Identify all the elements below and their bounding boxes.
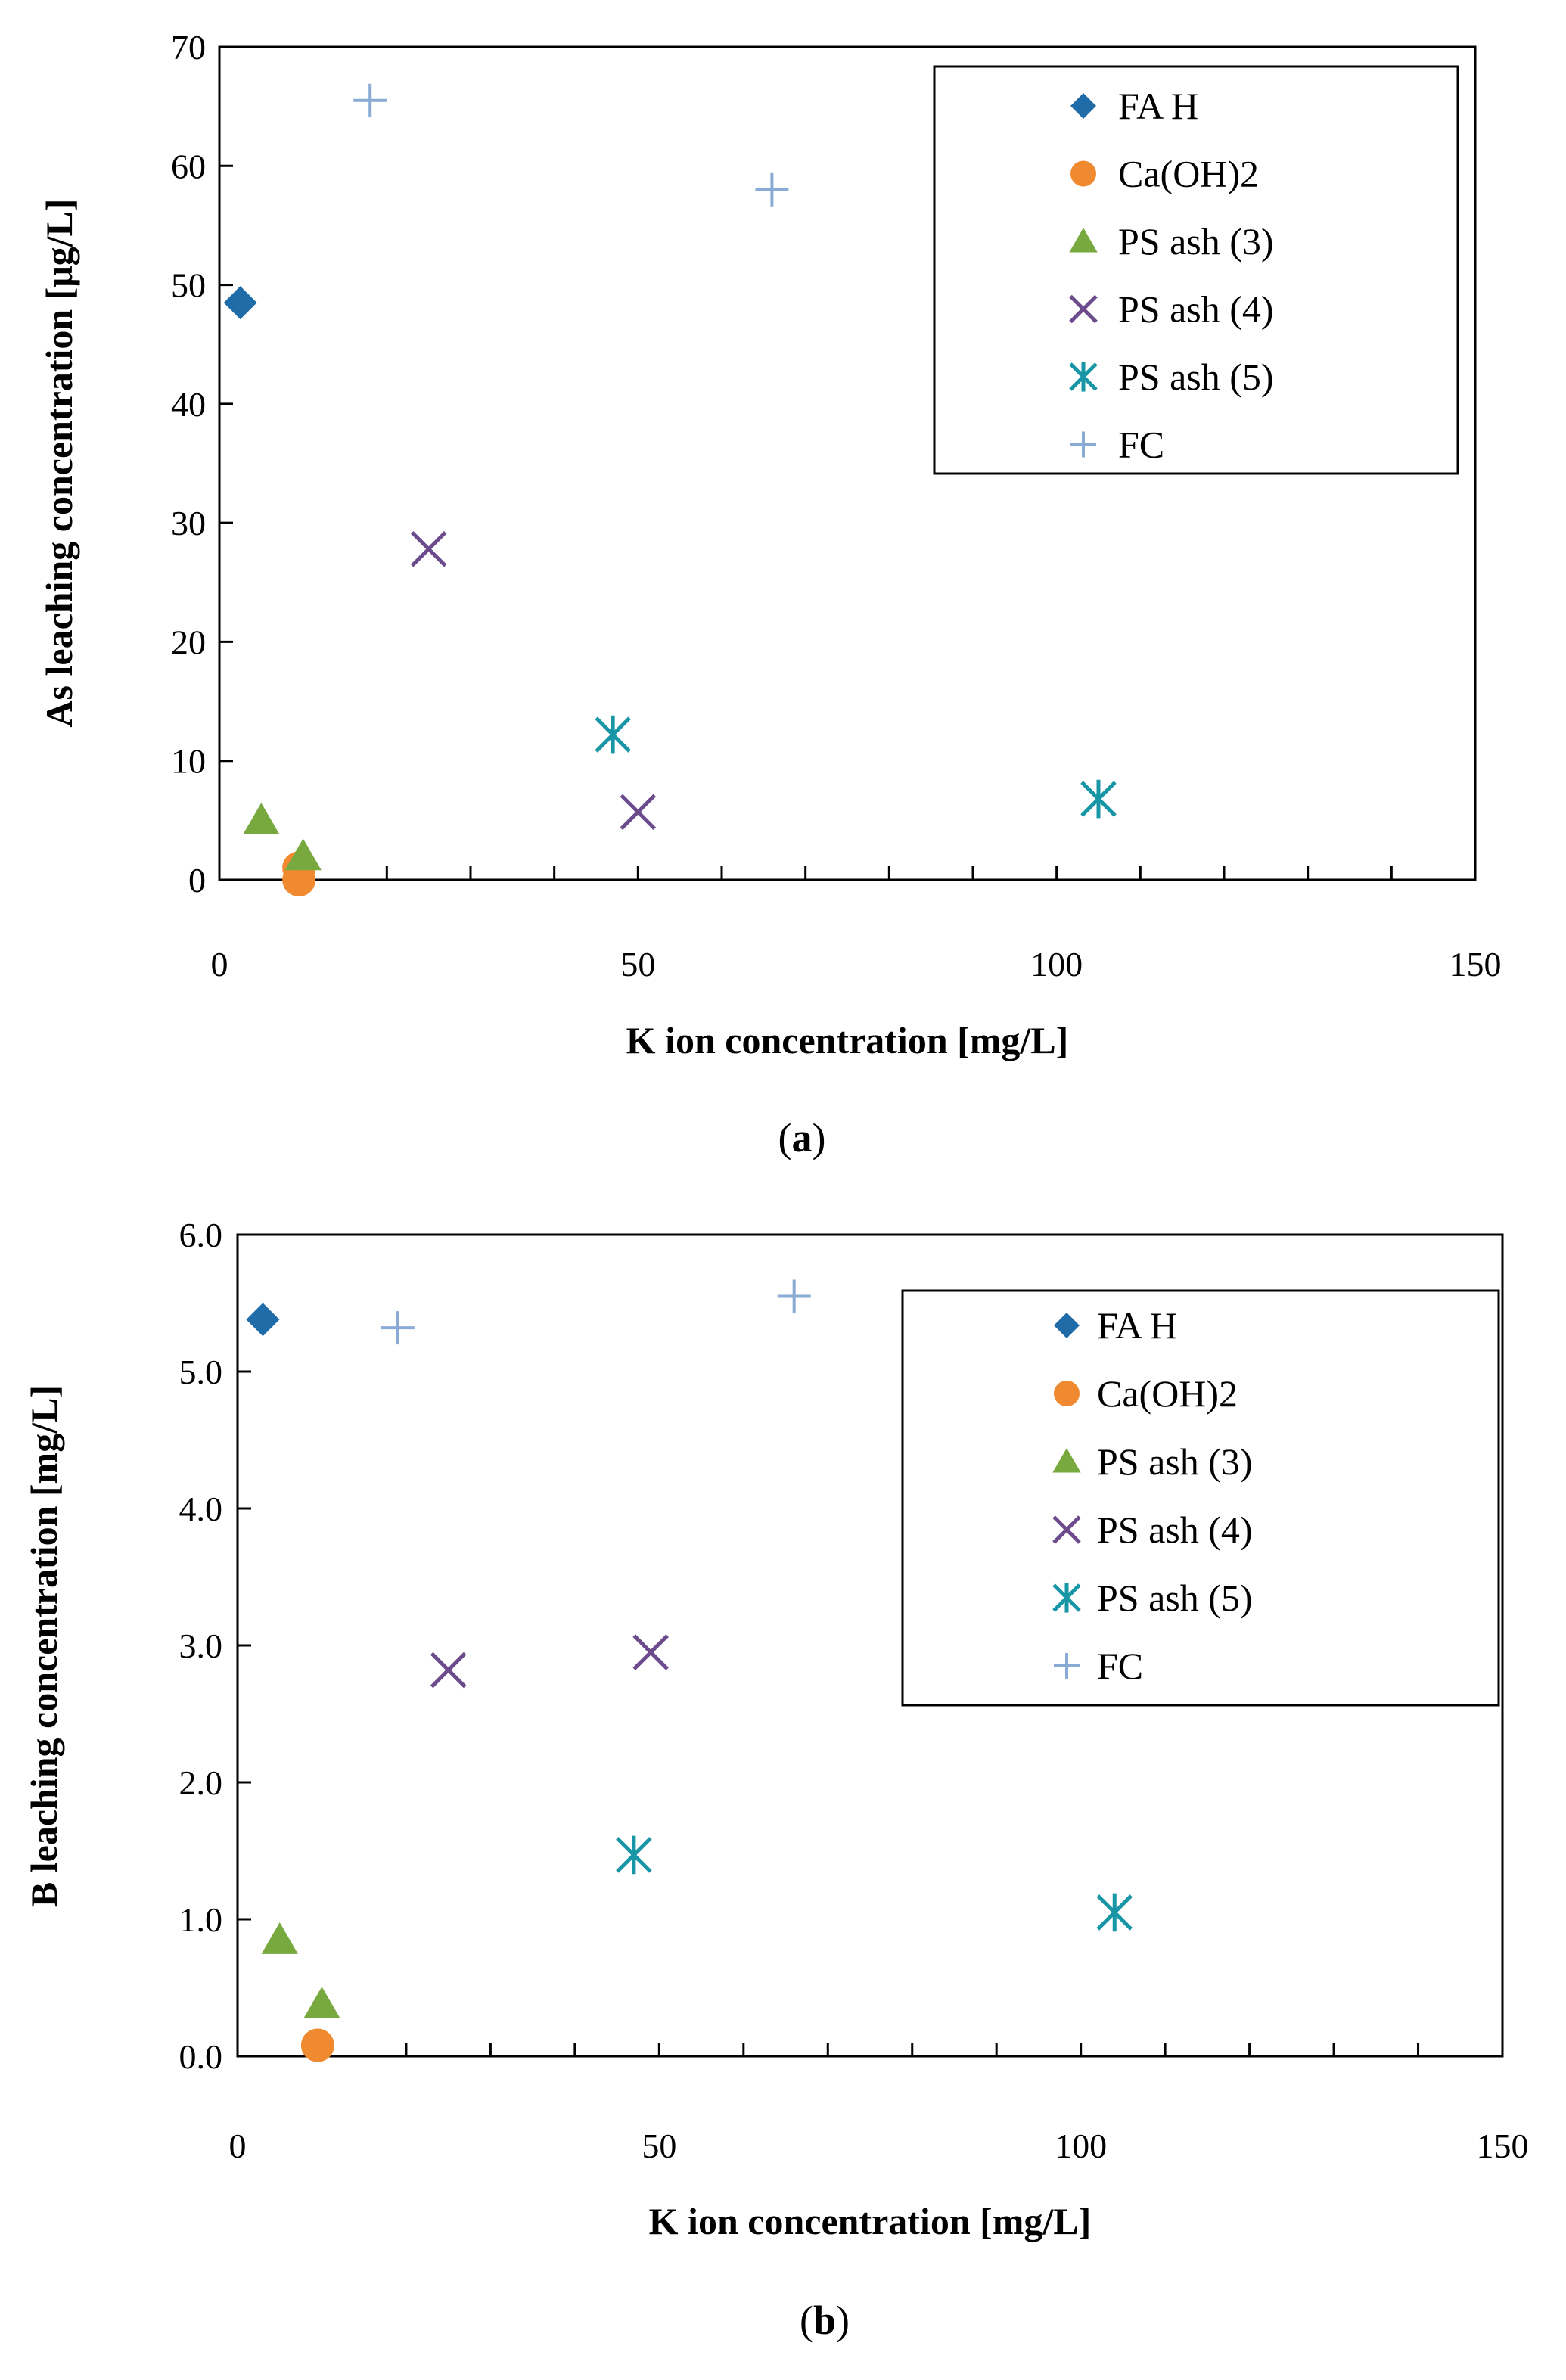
y-tick-label: 4.0: [179, 1490, 223, 1528]
data-point-x: [632, 1634, 669, 1670]
data-point-triangle: [261, 1922, 298, 1954]
legend-label: PS ash (5): [1118, 356, 1274, 398]
x-axis-title: K ion concentration [mg/L]: [649, 2200, 1092, 2242]
y-axis-title: B leaching concentration [mg/L]: [23, 1385, 65, 1907]
data-point-asterisk: [595, 715, 631, 754]
x-tick-label: 0: [211, 945, 228, 983]
legend-marker: [1069, 294, 1098, 324]
data-point-triangle: [243, 803, 280, 835]
plot-area: [218, 45, 1477, 881]
legend: FA H Ca(OH)2 PS ash (3) PS ash (4) PS ash (5…: [901, 1289, 1500, 1707]
data-point-plus: [777, 1279, 811, 1313]
data-point-triangle: [284, 838, 322, 871]
y-axis-title: As leaching concentration [μg/L]: [38, 198, 80, 727]
data-point-triangle: [303, 1987, 340, 2018]
x-tick-label: 150: [1449, 945, 1502, 983]
y-tick-label: 10: [171, 742, 206, 781]
legend-marker: [1069, 228, 1098, 253]
legend-label: PS ash (5): [1097, 1577, 1253, 1619]
legend-label: PS ash (4): [1118, 288, 1274, 331]
legend-marker: [1052, 1515, 1081, 1544]
legend-label: FC: [1097, 1645, 1143, 1687]
x-tick-label: 150: [1477, 2127, 1529, 2165]
x-axis-title: K ion concentration [mg/L]: [626, 1019, 1069, 1061]
y-tick-label: 70: [171, 28, 206, 67]
data-point-plus: [381, 1311, 415, 1345]
y-tick-label: 2.0: [179, 1763, 223, 1802]
data-point-circle: [300, 2028, 334, 2062]
legend-marker: [1070, 431, 1096, 458]
data-point-diamond: [246, 1303, 280, 1337]
legend-marker: [1052, 1448, 1081, 1473]
x-tick-label: 0: [229, 2127, 247, 2165]
data-point-plus: [755, 172, 789, 207]
data-point-circle: [282, 863, 316, 896]
figure-caption: (a): [778, 1115, 826, 1160]
legend-marker: [1069, 362, 1098, 392]
y-tick-label: 0.0: [179, 2037, 223, 2076]
y-tick-label: 40: [171, 385, 206, 424]
data-point-asterisk: [1096, 1893, 1133, 1932]
legend-label: PS ash (4): [1097, 1508, 1253, 1551]
legend-box: [901, 1289, 1500, 1707]
y-tick-label: 20: [171, 623, 206, 661]
y-tick-label: 0: [188, 861, 206, 899]
y-tick-label: 30: [171, 504, 206, 542]
legend-marker: [1054, 1313, 1080, 1338]
chart-b: 0.0 1.0 2.0 3.0 4.0 5.0 6.0 0 50 100 150 K ion conc…: [23, 1216, 1529, 2343]
y-tick-label: 5.0: [179, 1353, 223, 1391]
data-point-diamond: [223, 286, 257, 320]
data-point-x: [620, 794, 657, 831]
y-tick-label: 6.0: [179, 1216, 223, 1254]
figure-caption: (b): [800, 2298, 850, 2343]
legend: FA H Ca(OH)2 PS ash (3) PS ash (4) PS ash (5…: [933, 65, 1459, 475]
legend-box: [933, 65, 1459, 475]
y-tick-label: 3.0: [179, 1627, 223, 1665]
x-tick-label: 100: [1030, 945, 1083, 983]
data-point-x: [410, 530, 447, 567]
legend-label: FC: [1118, 424, 1164, 466]
data-point-asterisk: [616, 1835, 652, 1875]
legend-label: FA H: [1097, 1304, 1177, 1347]
y-tick-label: 50: [171, 266, 206, 305]
legend-marker: [1054, 1381, 1080, 1406]
data-point-plus: [353, 83, 387, 117]
legend-label: Ca(OH)2: [1118, 153, 1259, 195]
data-point-asterisk: [1080, 779, 1117, 819]
x-tick-label: 50: [620, 945, 655, 983]
legend-marker: [1070, 93, 1096, 119]
legend-label: PS ash (3): [1097, 1440, 1253, 1483]
legend-marker: [1070, 160, 1096, 187]
legend-marker: [1052, 1583, 1081, 1613]
chart-a: 0 10 20 30 40 50 60 70 0 50 100 150 K ion concentrat…: [38, 28, 1502, 1160]
x-tick-label: 50: [642, 2127, 676, 2165]
legend-label: Ca(OH)2: [1097, 1372, 1238, 1415]
y-tick-label: 60: [171, 147, 206, 185]
legend-label: PS ash (3): [1118, 220, 1274, 263]
legend-marker: [1054, 1653, 1080, 1679]
x-tick-label: 100: [1055, 2127, 1107, 2165]
legend-label: FA H: [1118, 85, 1198, 127]
y-tick-label: 1.0: [179, 1900, 223, 1939]
data-point-x: [430, 1651, 467, 1689]
